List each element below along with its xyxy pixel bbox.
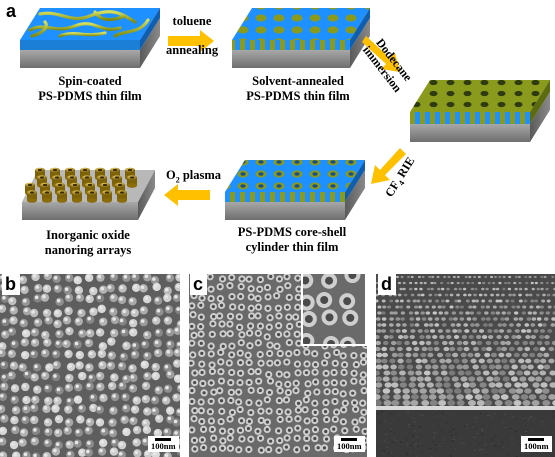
arrow-cf4-rie [371, 148, 406, 184]
panel-a-letter: a [6, 1, 17, 21]
schematic-figure [20, 8, 550, 220]
panel-d-letter: d [378, 274, 396, 295]
scalebar-b-line [155, 438, 172, 441]
arrow-toluene [168, 30, 214, 52]
sem-d-texture [376, 274, 555, 457]
panel-b-letter: b [2, 274, 20, 295]
label-annealing: annealing [166, 43, 219, 57]
label-toluene: toluene [172, 14, 212, 28]
label-plasma-prefix: O [166, 168, 176, 182]
caption-oxide-line2: nanoring arrays [44, 243, 132, 257]
caption-oxide-line1: Inorganic oxide [46, 228, 130, 242]
label-plasma-suffix: plasma [179, 168, 222, 182]
caption-core-shell-line2: cylinder thin film [245, 240, 339, 254]
film-spin-coated [20, 8, 160, 68]
film-core-shell [225, 160, 365, 220]
caption-solvent-annealed-line1: Solvent-annealed [252, 74, 344, 88]
sem-image-c-inset [301, 274, 367, 346]
scalebar-b-label: 100nm [151, 441, 176, 451]
caption-core-shell: PS-PDMS core-shell cylinder thin film [222, 225, 362, 255]
label-plasma-sub: 2 [175, 175, 180, 185]
label-toluene-annealing: toluene annealing [166, 14, 218, 58]
caption-spin-coated-line2: PS-PDMS thin film [38, 89, 142, 103]
arrow-dodecane [362, 36, 400, 72]
scalebar-d: 100nm [521, 436, 552, 452]
panel-c-letter: c [190, 274, 208, 295]
scalebar-d-label: 100nm [524, 441, 549, 451]
scalebar-d-line [528, 438, 545, 441]
arrow-o2-plasma [164, 184, 210, 206]
scalebar-c-line [341, 438, 358, 441]
sem-b-texture [0, 274, 180, 457]
sem-image-b [0, 274, 180, 457]
sem-c-inset-texture [303, 274, 365, 344]
label-o2-plasma: O2 plasma [166, 168, 221, 188]
film-solvent-annealed [232, 8, 370, 68]
scalebar-c-label: 100nm [337, 441, 362, 451]
scalebar-c: 100nm [334, 436, 365, 452]
sem-image-d [376, 274, 555, 457]
film-oxide-nanorings [22, 167, 155, 220]
caption-spin-coated: Spin-coated PS-PDMS thin film [20, 74, 160, 104]
caption-core-shell-line1: PS-PDMS core-shell [237, 225, 347, 239]
caption-spin-coated-line1: Spin-coated [58, 74, 122, 88]
caption-oxide-nanorings: Inorganic oxide nanoring arrays [18, 228, 158, 258]
caption-solvent-annealed-line2: PS-PDMS thin film [246, 89, 350, 103]
film-dodecane-immersed [410, 80, 550, 142]
caption-solvent-annealed: Solvent-annealed PS-PDMS thin film [228, 74, 368, 104]
scalebar-b: 100nm [148, 436, 179, 452]
